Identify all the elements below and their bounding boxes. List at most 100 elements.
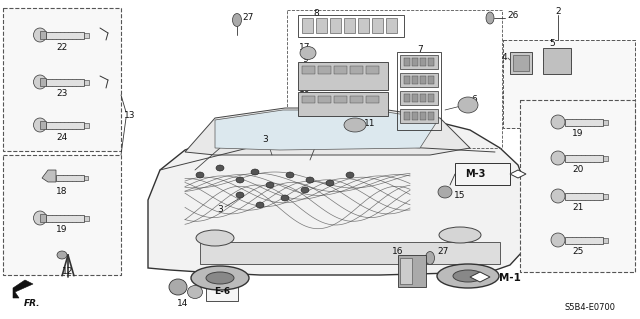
Bar (200, 242, 500, 264)
Ellipse shape (251, 169, 259, 175)
Bar (400, 258, 412, 284)
Ellipse shape (281, 195, 289, 201)
Ellipse shape (551, 189, 565, 203)
Text: 23: 23 (56, 90, 68, 99)
Text: 22: 22 (56, 42, 68, 51)
Ellipse shape (33, 28, 47, 42)
Text: 15: 15 (454, 190, 466, 199)
Text: 17: 17 (300, 43, 311, 53)
Text: 3: 3 (262, 136, 268, 145)
Bar (565, 118, 603, 125)
Bar (366, 66, 379, 74)
Bar (298, 15, 404, 37)
Bar (350, 66, 363, 74)
Bar (412, 58, 418, 66)
Text: 19: 19 (56, 226, 68, 234)
Text: 19: 19 (572, 130, 584, 138)
Bar (46, 122, 84, 129)
Bar (84, 33, 89, 38)
Bar (318, 66, 331, 74)
Polygon shape (470, 272, 490, 282)
Ellipse shape (437, 264, 499, 288)
Ellipse shape (426, 251, 435, 264)
Bar (565, 154, 603, 161)
Text: FR.: FR. (24, 300, 40, 308)
Bar (412, 112, 418, 120)
Bar (302, 96, 315, 103)
Text: 6: 6 (471, 95, 477, 105)
Text: 3: 3 (217, 205, 223, 214)
Bar (206, 283, 238, 301)
Bar (420, 76, 426, 84)
Bar (455, 163, 510, 185)
Bar (503, 40, 635, 128)
Bar (298, 62, 388, 90)
Bar (603, 194, 608, 198)
Ellipse shape (551, 115, 565, 129)
Bar (404, 94, 410, 102)
Bar (412, 94, 418, 102)
Ellipse shape (439, 227, 481, 243)
Bar (40, 214, 46, 222)
Text: 11: 11 (364, 118, 376, 128)
Text: 21: 21 (572, 204, 584, 212)
Bar (543, 48, 571, 74)
Text: M-3: M-3 (465, 169, 485, 179)
Text: 10: 10 (300, 85, 311, 94)
Bar (520, 100, 635, 272)
Text: 25: 25 (572, 248, 584, 256)
Bar (404, 58, 410, 66)
Bar (404, 112, 410, 120)
Bar (350, 96, 363, 103)
Bar (400, 55, 438, 69)
Bar (428, 76, 434, 84)
Polygon shape (13, 280, 33, 298)
Ellipse shape (438, 186, 452, 198)
Ellipse shape (266, 182, 274, 188)
Bar (298, 92, 388, 116)
Bar (565, 192, 603, 199)
Ellipse shape (169, 279, 187, 295)
Ellipse shape (191, 266, 249, 290)
Ellipse shape (551, 151, 565, 165)
Text: 27: 27 (243, 13, 253, 23)
Bar (84, 216, 89, 220)
Bar (366, 96, 379, 103)
Ellipse shape (188, 286, 202, 299)
Ellipse shape (344, 118, 366, 132)
Ellipse shape (236, 192, 244, 198)
Bar (330, 18, 341, 33)
Bar (46, 32, 84, 39)
Bar (398, 255, 426, 287)
Polygon shape (215, 110, 438, 150)
Text: 16: 16 (392, 248, 404, 256)
Bar (302, 18, 313, 33)
Text: 4: 4 (501, 54, 507, 63)
Bar (358, 18, 369, 33)
Bar (420, 112, 426, 120)
Bar (404, 76, 410, 84)
Ellipse shape (306, 177, 314, 183)
Bar (46, 214, 84, 221)
Ellipse shape (453, 270, 483, 282)
Text: M-1: M-1 (499, 273, 521, 283)
Bar (302, 66, 315, 74)
Ellipse shape (33, 75, 47, 89)
Bar (334, 96, 347, 103)
Text: 9: 9 (302, 56, 308, 64)
Ellipse shape (33, 211, 47, 225)
Bar (603, 155, 608, 160)
Bar (334, 66, 347, 74)
Bar (400, 109, 438, 123)
Bar (510, 52, 532, 74)
Bar (316, 18, 327, 33)
Text: 26: 26 (508, 11, 518, 19)
Bar (603, 238, 608, 242)
Bar (412, 76, 418, 84)
Text: E-6: E-6 (214, 287, 230, 296)
Ellipse shape (196, 172, 204, 178)
Text: 13: 13 (124, 110, 136, 120)
Bar (46, 78, 84, 85)
Text: 5: 5 (549, 40, 555, 48)
Ellipse shape (196, 230, 234, 246)
